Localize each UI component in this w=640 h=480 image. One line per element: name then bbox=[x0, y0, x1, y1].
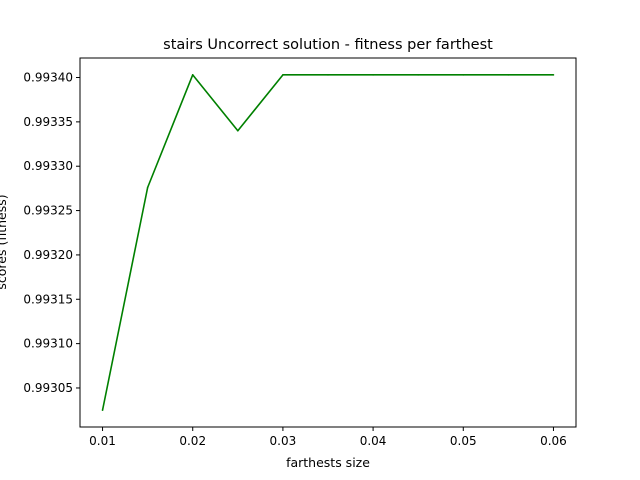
data-point bbox=[282, 74, 284, 76]
x-tick-label: 0.02 bbox=[179, 434, 206, 448]
x-tick-label: 0.05 bbox=[450, 434, 477, 448]
y-tick-label: 0.99340 bbox=[23, 71, 73, 85]
data-point bbox=[417, 74, 419, 76]
series-points bbox=[101, 74, 555, 411]
x-tick-label: 0.01 bbox=[89, 434, 116, 448]
y-tick-label: 0.99330 bbox=[23, 159, 73, 173]
plot-frame bbox=[79, 57, 577, 428]
data-point bbox=[372, 74, 374, 76]
y-tick-label: 0.99305 bbox=[23, 381, 73, 395]
data-point bbox=[462, 74, 465, 76]
data-point bbox=[191, 74, 194, 76]
data-point bbox=[101, 409, 104, 411]
chart-title: stairs Uncorrect solution - fitness per … bbox=[163, 37, 493, 53]
y-tick-label: 0.99320 bbox=[23, 248, 73, 262]
x-axis-label: farthests size bbox=[286, 455, 370, 470]
y-tick-label: 0.99310 bbox=[23, 337, 73, 351]
data-point bbox=[237, 129, 239, 132]
x-tick-label: 0.04 bbox=[360, 434, 387, 448]
data-point bbox=[327, 74, 329, 76]
y-tick-label: 0.99325 bbox=[23, 204, 73, 218]
data-point bbox=[552, 74, 555, 76]
y-axis-ticks: 0.99305 0.99310 0.99315 0.99320 0.99325 0.993… bbox=[23, 71, 80, 395]
data-point bbox=[146, 186, 149, 189]
y-tick-label: 0.99335 bbox=[23, 115, 73, 129]
data-point bbox=[507, 74, 510, 76]
x-axis-ticks: 0.01 0.02 0.03 0.04 0.05 0.06 bbox=[89, 427, 567, 448]
y-axis-label: scores (fitness) bbox=[0, 194, 9, 289]
y-tick-label: 0.99315 bbox=[23, 292, 73, 306]
x-tick-label: 0.06 bbox=[540, 434, 567, 448]
x-tick-label: 0.03 bbox=[270, 434, 297, 448]
